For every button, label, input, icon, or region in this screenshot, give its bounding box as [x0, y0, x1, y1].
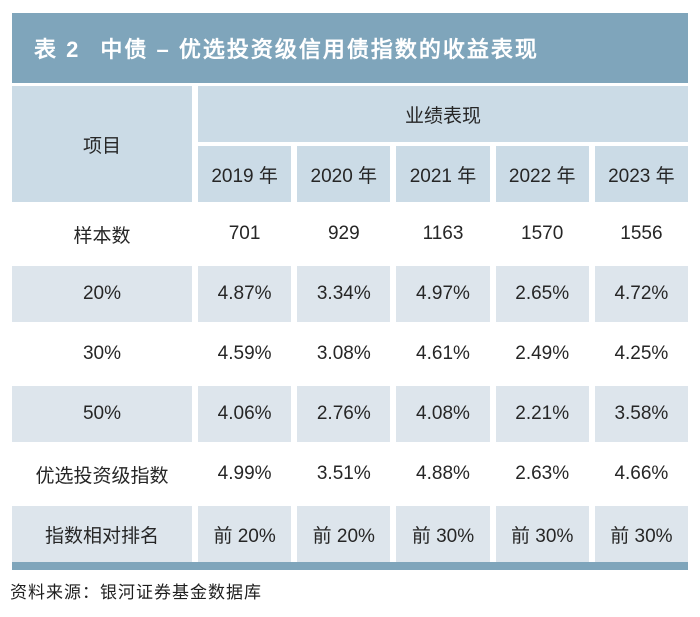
row-label-top30: 30%: [82, 343, 122, 364]
column-header-2021: 2021 年: [396, 146, 490, 202]
table-cell: 4.25%: [614, 343, 669, 364]
table-cell: 3.51%: [316, 463, 371, 484]
table-cell: 2.63%: [515, 463, 570, 484]
table-number-label: 表 2: [34, 37, 81, 62]
column-header-2023: 2023 年: [594, 146, 688, 202]
table-bottom-rule: [12, 562, 688, 570]
table-cell: 3.34%: [297, 266, 391, 322]
table-cell: 2.76%: [297, 386, 391, 442]
row-label-index: 优选投资级指数: [35, 465, 169, 487]
column-group-header-performance: 业绩表现: [198, 86, 688, 142]
source-note: 资料来源：银河证券基金数据库: [10, 583, 262, 602]
table-cell: 前 30%: [594, 506, 688, 562]
table-cell: 4.99%: [217, 463, 272, 484]
table-cell: 4.87%: [198, 266, 292, 322]
table-cell: 4.06%: [198, 386, 292, 442]
table-cell: 3.08%: [316, 343, 371, 364]
table-cell: 4.61%: [416, 343, 470, 364]
table-cell: 1556: [620, 223, 663, 244]
table-cell: 4.72%: [594, 266, 688, 322]
table-cell: 4.08%: [396, 386, 490, 442]
table-cell: 1570: [521, 223, 564, 244]
table-cell: 前 30%: [396, 506, 490, 562]
table-cell: 前 30%: [495, 506, 589, 562]
column-header-2020: 2020 年: [297, 146, 391, 202]
table-title-bar: 表 2 中债 – 优选投资级信用债指数的收益表现: [12, 13, 688, 83]
column-header-item: 项目: [12, 86, 192, 202]
row-label-relative-rank: 指数相对排名: [12, 506, 192, 562]
table-title: 中债 – 优选投资级信用债指数的收益表现: [100, 37, 539, 62]
column-header-2019: 2019 年: [198, 146, 292, 202]
table-cell: 2.49%: [515, 343, 570, 364]
row-label-sample-count: 样本数: [73, 225, 131, 247]
table-cell: 701: [228, 223, 261, 244]
table-cell: 1163: [422, 223, 464, 244]
table-cell: 929: [327, 223, 360, 244]
table-cell: 前 20%: [297, 506, 391, 562]
table-cell: 前 20%: [198, 506, 292, 562]
table-cell: 2.65%: [495, 266, 589, 322]
table-cell: 4.97%: [396, 266, 490, 322]
table-cell: 3.58%: [594, 386, 688, 442]
data-table: 项目 业绩表现 2019 年 2020 年 2021 年 2022 年 2023…: [12, 86, 688, 562]
row-label-top50: 50%: [12, 386, 192, 442]
column-header-2022: 2022 年: [495, 146, 589, 202]
row-label-top20: 20%: [12, 266, 192, 322]
table-cell: 4.66%: [614, 463, 669, 484]
table-cell: 4.59%: [217, 343, 272, 364]
table-cell: 4.88%: [416, 463, 470, 484]
table-cell: 2.21%: [495, 386, 589, 442]
